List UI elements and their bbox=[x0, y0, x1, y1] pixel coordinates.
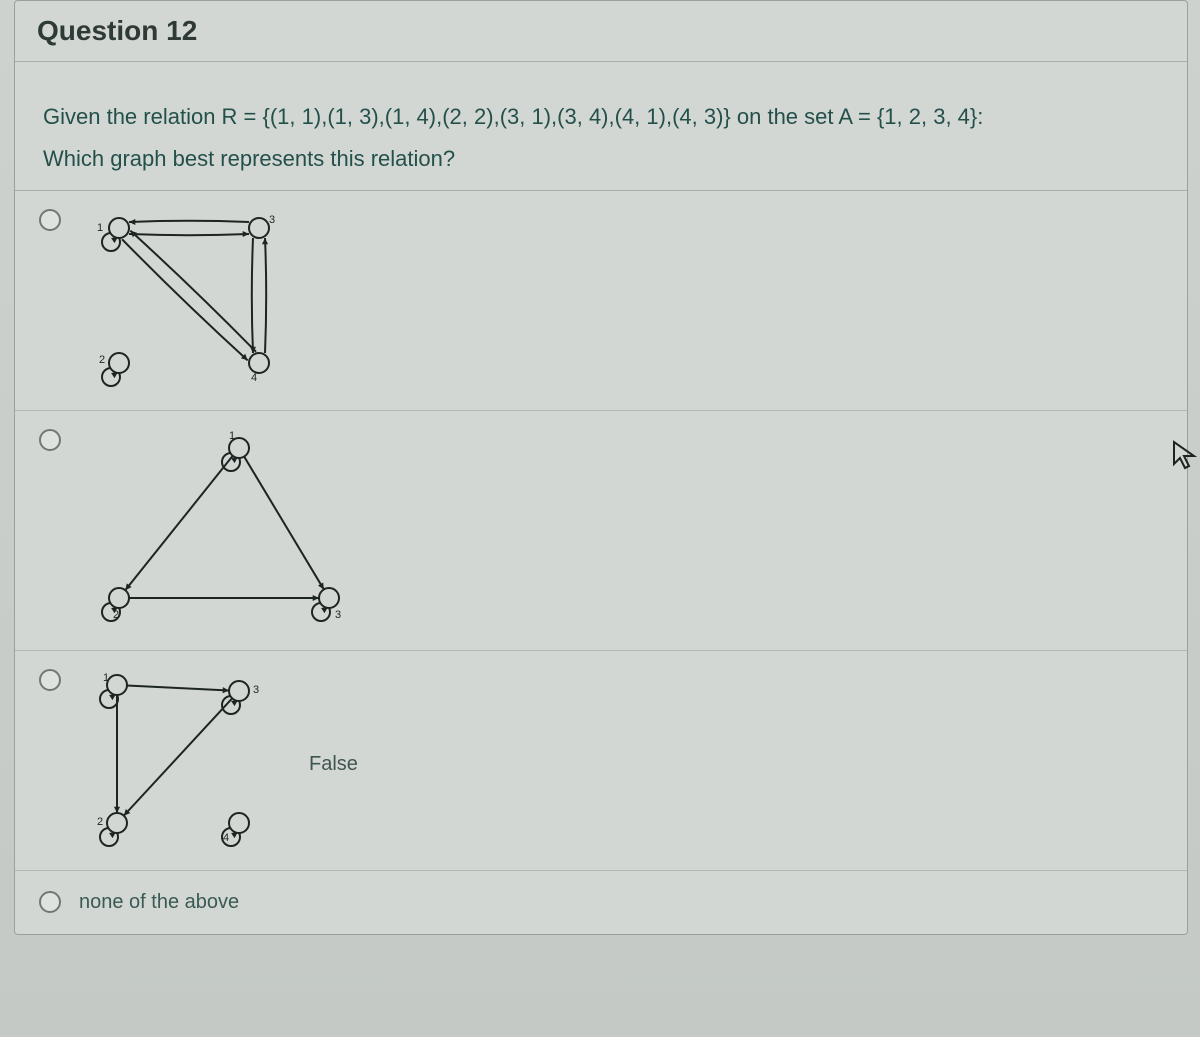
option-c-radio[interactable] bbox=[39, 669, 61, 691]
cursor-icon bbox=[1172, 440, 1198, 477]
option-a-row[interactable]: 1 3 2 4 bbox=[15, 191, 1187, 411]
svg-text:1: 1 bbox=[103, 672, 109, 684]
quiz-screen: Question 12 Given the relation R = {(1, … bbox=[0, 0, 1200, 1037]
option-a-graph: 1 3 2 4 bbox=[79, 203, 299, 393]
option-a-content: 1 3 2 4 bbox=[79, 203, 299, 398]
option-c-row[interactable]: 1 3 2 4 False bbox=[15, 651, 1187, 871]
svg-text:2: 2 bbox=[97, 816, 103, 828]
option-d-row[interactable]: none of the above bbox=[15, 871, 1187, 934]
option-a-radio[interactable] bbox=[39, 209, 61, 231]
svg-text:1: 1 bbox=[229, 430, 235, 442]
svg-text:4: 4 bbox=[223, 832, 229, 844]
option-c-graph: 1 3 2 4 bbox=[79, 663, 279, 853]
option-b-content: 1 2 3 bbox=[79, 423, 369, 638]
option-c-content: 1 3 2 4 False bbox=[79, 663, 399, 858]
question-prompt: Given the relation R = {(1, 1),(1, 3),(1… bbox=[15, 62, 1187, 191]
option-c-false-label: False bbox=[309, 753, 358, 776]
svg-text:2: 2 bbox=[113, 609, 119, 621]
option-b-row[interactable]: 1 2 3 bbox=[15, 411, 1187, 651]
option-d-radio[interactable] bbox=[39, 891, 61, 913]
question-card: Question 12 Given the relation R = {(1, … bbox=[14, 0, 1188, 935]
option-b-radio[interactable] bbox=[39, 429, 61, 451]
svg-text:3: 3 bbox=[335, 609, 341, 621]
prompt-line-1: Given the relation R = {(1, 1),(1, 3),(1… bbox=[43, 96, 1159, 138]
svg-text:4: 4 bbox=[251, 372, 257, 384]
option-d-label: none of the above bbox=[79, 891, 239, 914]
svg-text:3: 3 bbox=[253, 684, 259, 696]
question-title: Question 12 bbox=[15, 1, 1187, 62]
svg-text:2: 2 bbox=[99, 354, 105, 366]
option-b-graph: 1 2 3 bbox=[79, 423, 369, 633]
svg-text:3: 3 bbox=[269, 214, 275, 226]
prompt-line-2: Which graph best represents this relatio… bbox=[43, 138, 1159, 180]
svg-text:1: 1 bbox=[97, 222, 103, 234]
